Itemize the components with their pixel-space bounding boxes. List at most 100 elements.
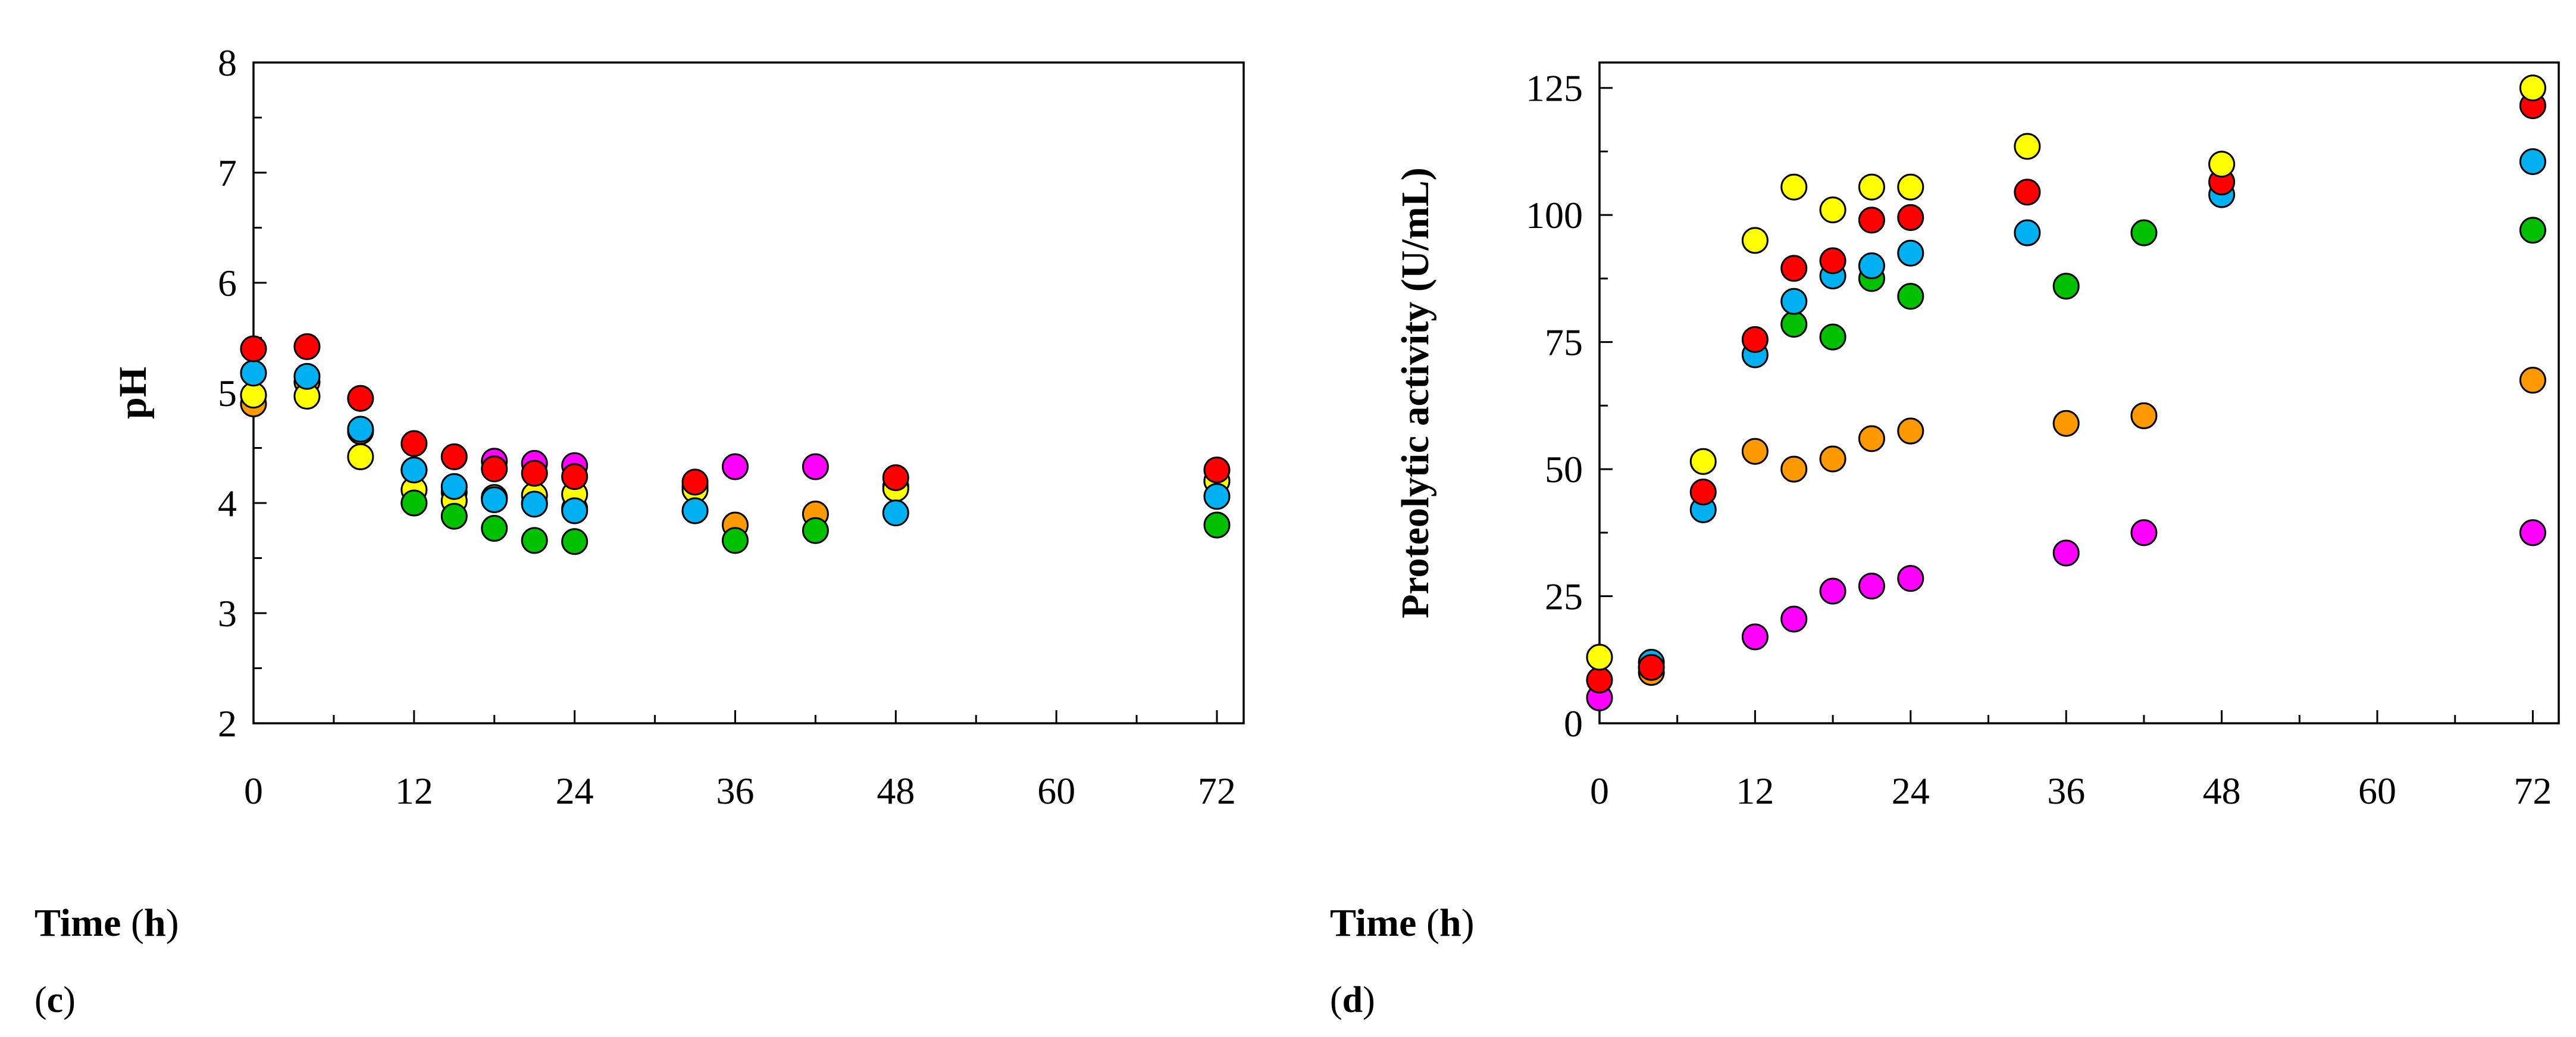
data-point-yellow — [1689, 448, 1717, 475]
chart-ph: 2 3 4 5 6 7 8 0 12 24 36 48 60 72 pH — [111, 42, 1245, 812]
y-tick-label: 8 — [218, 42, 237, 84]
x-tick-label: 36 — [2047, 770, 2085, 812]
plot-frame — [252, 61, 1245, 724]
data-point-green — [400, 489, 428, 517]
data-point-red — [1203, 457, 1231, 483]
x-tick-label: 0 — [1590, 770, 1609, 812]
y-axis-title: Proteolytic activity (U/mL) — [1394, 167, 1437, 619]
data-point-orange — [1897, 417, 1924, 445]
data-point-red — [521, 460, 548, 487]
x-tick-label: 0 — [244, 770, 263, 812]
series-orange — [1638, 367, 2546, 686]
x-tick-label: 48 — [2203, 770, 2241, 812]
data-point-orange — [1780, 455, 1808, 483]
data-point-red — [440, 443, 468, 470]
plot-frame — [1598, 61, 2560, 724]
time-axis-label-d: Time (h) — [1330, 901, 1475, 945]
y-tick-label: 75 — [1545, 321, 1583, 364]
data-point-orange — [2052, 410, 2080, 437]
data-point-orange — [2130, 402, 2158, 429]
data-point-blue — [1203, 483, 1231, 510]
data-point-red — [681, 468, 709, 496]
data-point-red — [400, 430, 428, 457]
data-point-yellow — [347, 443, 374, 470]
data-point-red — [1689, 479, 1717, 505]
data-point-orange — [1741, 438, 1769, 465]
data-point-red — [293, 333, 321, 360]
y-tick-label: 100 — [1526, 194, 1583, 236]
data-point-blue — [481, 486, 508, 513]
panel-label-d: (d) — [1330, 980, 1375, 1020]
panel-label-c: (c) — [35, 980, 76, 1020]
y-tick-label: 5 — [218, 372, 237, 414]
data-point-blue — [882, 499, 909, 527]
data-point-green — [521, 527, 548, 554]
data-point-red — [1586, 666, 1613, 694]
y-tick-label: 50 — [1545, 448, 1583, 491]
data-point-blue — [521, 491, 548, 518]
data-point-magenta — [1897, 565, 1924, 592]
data-point-red — [1741, 326, 1769, 353]
data-point-green — [2052, 273, 2080, 300]
data-point-yellow — [2208, 151, 2236, 178]
data-point-magenta — [1741, 623, 1769, 651]
data-point-red — [882, 464, 909, 491]
x-tick-label: 12 — [395, 770, 433, 812]
data-point-blue — [681, 497, 709, 524]
data-point-red — [1638, 654, 1665, 681]
data-point-green — [1780, 311, 1808, 338]
series-magenta — [1586, 519, 2546, 711]
data-point-red — [347, 385, 374, 412]
data-point-red — [481, 455, 508, 483]
x-tick-label: 36 — [716, 770, 755, 812]
data-point-yellow — [2519, 74, 2546, 102]
y-tick-label: 25 — [1545, 576, 1583, 618]
data-point-blue — [1858, 252, 1885, 280]
series-green — [400, 489, 1231, 555]
data-point-blue — [240, 360, 267, 387]
data-point-yellow — [1819, 196, 1846, 224]
x-tick-label: 60 — [2358, 770, 2396, 812]
data-point-blue — [440, 473, 468, 500]
data-point-green — [481, 515, 508, 542]
series-red — [240, 333, 1231, 496]
data-point-green — [722, 527, 749, 554]
time-axis-label-c: Time (h) — [35, 901, 179, 945]
data-point-red — [1858, 207, 1885, 234]
data-point-magenta — [2052, 539, 2080, 567]
series-green — [1638, 217, 2546, 681]
data-point-magenta — [1858, 572, 1885, 599]
data-point-blue — [2014, 219, 2041, 246]
x-tick-label: 12 — [1736, 770, 1774, 812]
y-tick-label: 7 — [218, 152, 237, 194]
y-axis-title: pH — [111, 367, 155, 419]
data-point-green — [802, 517, 829, 544]
data-point-orange — [1819, 445, 1846, 473]
series-red — [1586, 92, 2546, 694]
data-point-green — [440, 502, 468, 530]
data-point-yellow — [1858, 173, 1885, 201]
data-point-yellow — [1780, 173, 1808, 201]
data-point-red — [2014, 179, 2041, 206]
data-point-red — [561, 463, 589, 491]
data-point-magenta — [1819, 577, 1846, 605]
x-tick-label: 72 — [2514, 770, 2552, 812]
data-point-magenta — [1780, 605, 1808, 633]
data-point-green — [2519, 217, 2546, 244]
data-point-magenta — [722, 453, 749, 480]
data-point-magenta — [802, 453, 829, 480]
x-tick-label: 24 — [1892, 770, 1930, 812]
y-tick-label: 6 — [218, 262, 237, 304]
y-tick-label: 4 — [218, 482, 237, 524]
data-point-orange — [1858, 425, 1885, 452]
data-point-orange — [2519, 367, 2546, 394]
chart-proteolytic-activity: 0 25 50 75 100 125 0 12 24 36 48 60 72 Proteolytic ac… — [1394, 61, 2560, 812]
data-point-blue — [561, 497, 589, 524]
data-point-blue — [1897, 239, 1924, 267]
y-tick-label: 125 — [1526, 67, 1583, 110]
series-blue — [1638, 148, 2546, 676]
y-tick-label: 0 — [1564, 702, 1583, 745]
series-blue — [240, 360, 1231, 527]
data-point-red — [240, 335, 267, 363]
